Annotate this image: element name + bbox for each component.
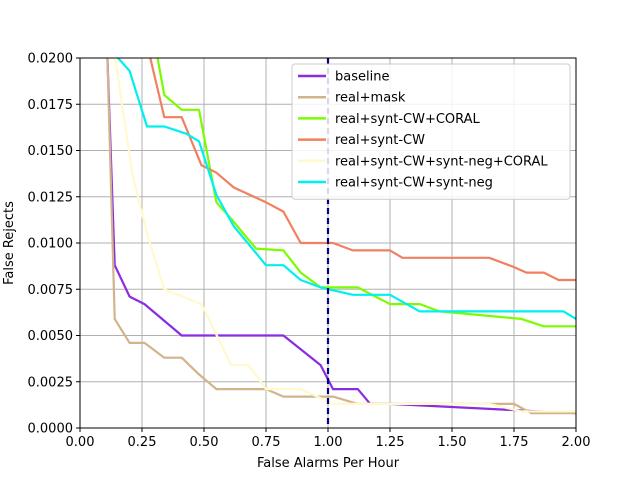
x-tick-label: 1.00 <box>314 435 343 450</box>
x-tick-label: 1.25 <box>376 435 405 450</box>
x-tick-label: 0.50 <box>190 435 219 450</box>
series-layer <box>106 58 576 415</box>
x-tick-label: 2.00 <box>562 435 591 450</box>
series-line-4 <box>149 58 576 282</box>
legend-label-5: real+synt-CW+synt-neg+CORAL <box>335 154 548 169</box>
y-tick-label: 0.0075 <box>28 283 74 298</box>
legend-label-4: real+synt-CW <box>335 133 425 148</box>
y-tick-label: 0.0025 <box>28 375 74 390</box>
legend: baseline real+mask real+synt-CW+CORAL real+… <box>291 63 571 200</box>
legend-label-1: baseline <box>335 70 389 85</box>
ticks: 0.00 0.25 0.50 0.75 1.00 1.25 1.50 1.75 2.00 0.00… <box>28 52 591 451</box>
y-tick-label: 0.0150 <box>28 144 74 159</box>
x-tick-label: 1.50 <box>438 435 467 450</box>
legend-label-6: real+synt-CW+synt-neg <box>335 176 493 191</box>
series-line-3 <box>156 58 576 328</box>
x-axis-label: False Alarms Per Hour <box>257 456 400 471</box>
y-tick-label: 0.0175 <box>28 98 74 113</box>
x-tick-label: 1.75 <box>500 435 529 450</box>
legend-label-3: real+synt-CW+CORAL <box>335 112 481 127</box>
y-tick-label: 0.0200 <box>28 52 74 67</box>
x-tick-label: 0.00 <box>66 435 95 450</box>
legend-box <box>291 63 571 200</box>
y-tick-label: 0.0100 <box>28 237 74 252</box>
series-line-6 <box>116 58 576 320</box>
y-axis-label: False Rejects <box>2 201 17 285</box>
x-tick-label: 0.25 <box>128 435 157 450</box>
y-tick-label: 0.0000 <box>28 422 74 437</box>
series-line-5 <box>114 58 576 413</box>
y-tick-label: 0.0125 <box>28 190 74 205</box>
y-tick-label: 0.0050 <box>28 329 74 344</box>
legend-label-2: real+mask <box>335 91 406 106</box>
x-tick-label: 0.75 <box>252 435 281 450</box>
